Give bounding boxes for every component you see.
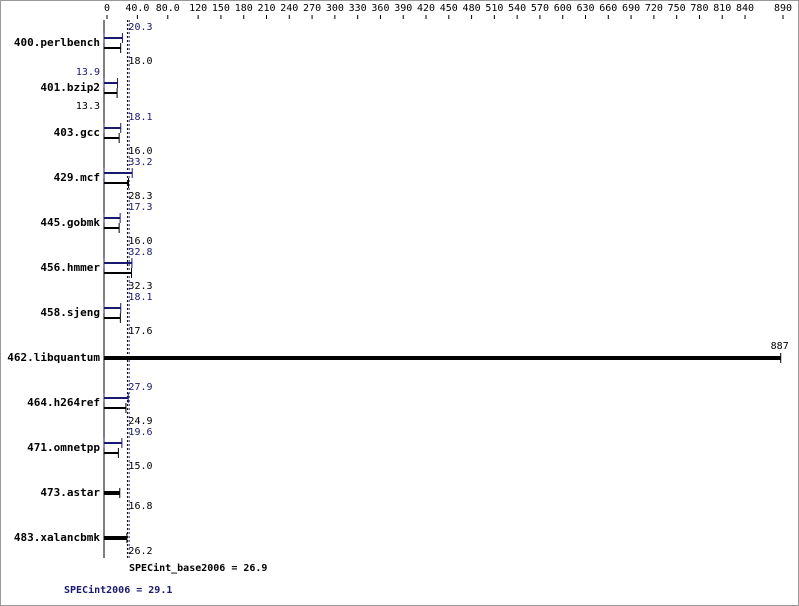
x-tick-label: 300 xyxy=(326,3,344,14)
x-tick-label: 600 xyxy=(554,3,572,14)
value-label: 17.3 xyxy=(128,202,152,213)
x-tick-label: 270 xyxy=(303,3,321,14)
value-label: 18.1 xyxy=(128,292,152,303)
bar xyxy=(104,262,132,264)
bar xyxy=(104,442,122,444)
value-label: 18.1 xyxy=(128,112,152,123)
category-label: 445.gobmk xyxy=(40,216,100,229)
x-tick-label: 240 xyxy=(280,3,298,14)
x-tick-label: 690 xyxy=(622,3,640,14)
x-tick-label: 120 xyxy=(189,3,207,14)
x-tick-label: 360 xyxy=(371,3,389,14)
x-tick-label: 480 xyxy=(463,3,481,14)
value-label: 16.8 xyxy=(128,501,152,512)
value-label: 19.6 xyxy=(128,427,152,438)
category-label: 403.gcc xyxy=(54,126,100,139)
value-label: 28.3 xyxy=(128,191,152,202)
x-tick-label: 510 xyxy=(485,3,503,14)
bar xyxy=(104,37,123,39)
base-summary-label: SPECint_base2006 = xyxy=(129,562,237,574)
category-label: 401.bzip2 xyxy=(40,81,100,94)
bar xyxy=(104,272,132,274)
value-label: 20.3 xyxy=(128,22,152,33)
bar xyxy=(104,217,121,219)
peak-summary-value: 29.1 xyxy=(148,585,172,596)
x-tick-label: 210 xyxy=(257,3,275,14)
category-label: 400.perlbench xyxy=(14,36,100,49)
x-tick-label: 390 xyxy=(394,3,412,14)
category-label: 458.sjeng xyxy=(40,306,100,319)
bar xyxy=(104,172,133,174)
x-tick-label: 420 xyxy=(417,3,435,14)
value-label: 32.8 xyxy=(128,247,152,258)
x-tick-label: 810 xyxy=(713,3,731,14)
value-label: 18.0 xyxy=(128,56,152,67)
value-label: 27.9 xyxy=(128,382,152,393)
bar xyxy=(104,317,121,319)
category-label: 462.libquantum xyxy=(7,351,100,364)
bar xyxy=(104,407,126,409)
x-tick-label: 0 xyxy=(104,3,110,14)
bar xyxy=(104,92,118,94)
x-tick-label: 630 xyxy=(576,3,594,14)
x-tick-label: 330 xyxy=(349,3,367,14)
x-tick-label: 450 xyxy=(440,3,458,14)
x-tick-label: 890 xyxy=(774,3,792,14)
x-tick-label: 750 xyxy=(668,3,686,14)
bar xyxy=(104,137,120,139)
value-label: 24.9 xyxy=(128,416,152,427)
category-label: 483.xalancbmk xyxy=(14,531,100,544)
category-label: 471.omnetpp xyxy=(27,441,100,454)
value-label: 13.3 xyxy=(76,101,100,112)
x-tick-label: 660 xyxy=(599,3,617,14)
bar xyxy=(104,452,119,454)
bar xyxy=(104,536,127,540)
value-label: 15.0 xyxy=(128,461,152,472)
bar xyxy=(104,182,129,184)
peak-summary: SPECint2006 = 29.1 xyxy=(64,584,172,596)
category-label: 429.mcf xyxy=(54,171,100,184)
bar xyxy=(104,127,121,129)
value-label: 17.6 xyxy=(128,326,152,337)
bar xyxy=(104,227,120,229)
value-label: 16.0 xyxy=(128,146,152,157)
bar xyxy=(104,397,129,399)
x-tick-label: 720 xyxy=(645,3,663,14)
value-label: 26.2 xyxy=(128,546,152,557)
x-tick-label: 570 xyxy=(531,3,549,14)
category-label: 464.h264ref xyxy=(27,396,100,409)
bar xyxy=(104,491,120,495)
value-label: 33.2 xyxy=(128,157,152,168)
category-label: 473.astar xyxy=(40,486,100,499)
bar xyxy=(104,356,781,360)
x-tick-label: 150 xyxy=(212,3,230,14)
x-tick-label: 780 xyxy=(690,3,708,14)
value-label: 13.9 xyxy=(76,67,100,78)
x-tick-label: 180 xyxy=(235,3,253,14)
bar xyxy=(104,82,118,84)
bar xyxy=(104,307,121,309)
x-tick-label: 40.0 xyxy=(125,3,149,14)
bar xyxy=(104,47,121,49)
value-label: 887 xyxy=(771,341,789,352)
base-summary: SPECint_base2006 = 26.9 xyxy=(129,562,267,574)
value-label: 32.3 xyxy=(128,281,152,292)
peak-summary-label: SPECint2006 = xyxy=(64,584,142,596)
category-label: 456.hmmer xyxy=(40,261,100,274)
base-summary-value: 26.9 xyxy=(243,563,267,574)
x-tick-label: 540 xyxy=(508,3,526,14)
x-tick-label: 80.0 xyxy=(156,3,180,14)
value-label: 16.0 xyxy=(128,236,152,247)
x-tick-label: 840 xyxy=(736,3,754,14)
